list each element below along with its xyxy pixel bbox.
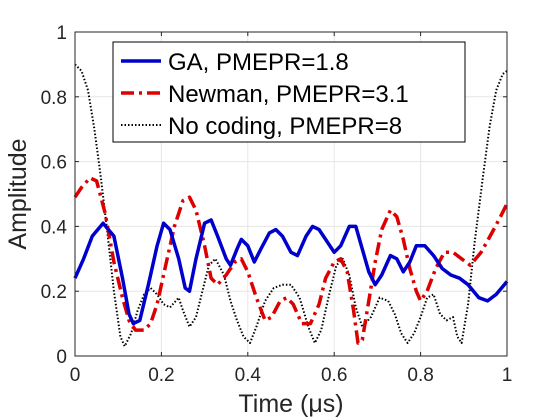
- legend-label-0: GA, PMEPR=1.8: [168, 49, 349, 76]
- x-tick-label: 0.8: [407, 365, 433, 386]
- x-tick-label: 1: [502, 365, 513, 386]
- y-tick-label: 0.2: [41, 282, 67, 303]
- y-tick-label: 0: [56, 347, 67, 368]
- y-tick-label: 0.4: [41, 217, 68, 238]
- series-line-1: [73, 176, 509, 345]
- series-layer: [73, 63, 509, 348]
- y-tick-label: 0.8: [41, 88, 67, 109]
- legend: GA, PMEPR=1.8 Newman, PMEPR=3.1 No coding,…: [112, 41, 466, 143]
- x-tick-label: 0: [70, 365, 81, 386]
- y-axis-label: Amplitude: [4, 138, 32, 249]
- legend-box: [112, 41, 466, 143]
- ticks: 0 0.2 0.4 0.6 0.8 1 0 0.2 0.4 0.6 0.8 1: [41, 23, 513, 386]
- y-tick-label: 1: [56, 23, 67, 44]
- x-axis-label: Time (μs): [238, 390, 343, 418]
- x-tick-label: 0.2: [148, 365, 174, 386]
- x-tick-label: 0.4: [235, 365, 262, 386]
- series-line-2: [74, 63, 508, 348]
- legend-label-2: No coding, PMEPR=8: [168, 113, 402, 140]
- legend-label-1: Newman, PMEPR=3.1: [168, 81, 409, 108]
- y-tick-label: 0.6: [41, 153, 67, 174]
- series-line-0: [73, 218, 509, 326]
- x-tick-label: 0.6: [321, 365, 347, 386]
- plot-frame: [74, 31, 508, 357]
